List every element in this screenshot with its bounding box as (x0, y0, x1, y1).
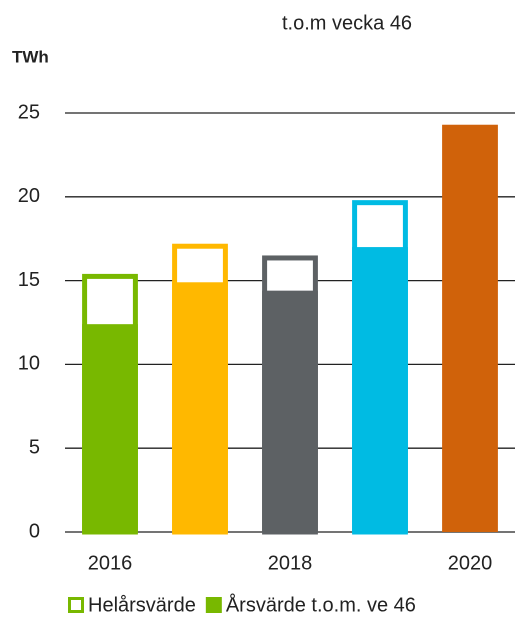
legend-swatch (68, 597, 84, 613)
x-tick-label: 2016 (88, 552, 133, 574)
x-tick-label: 2020 (448, 552, 493, 574)
y-tick-label: 15 (18, 269, 40, 291)
y-tick-label: 0 (29, 520, 40, 542)
annotation: t.o.m vecka 46 (282, 12, 412, 34)
y-tick-label: 5 (29, 436, 40, 458)
x-tick-label: 2018 (268, 552, 313, 574)
ytd-bar (262, 290, 318, 532)
ytd-bar (82, 324, 138, 532)
y-tick-label: 10 (18, 353, 40, 375)
legend-label: Helårsvärde (88, 594, 196, 616)
ytd-bar (172, 282, 228, 532)
ytd-bar (442, 124, 498, 533)
legend-swatch (205, 597, 222, 613)
ytd-bar (352, 247, 408, 532)
legend-label: Årsvärde t.o.m. ve 46 (226, 593, 416, 616)
y-tick-label: 20 (18, 185, 40, 207)
y-axis-label: TWh (12, 47, 49, 66)
y-tick-label: 25 (18, 101, 40, 123)
